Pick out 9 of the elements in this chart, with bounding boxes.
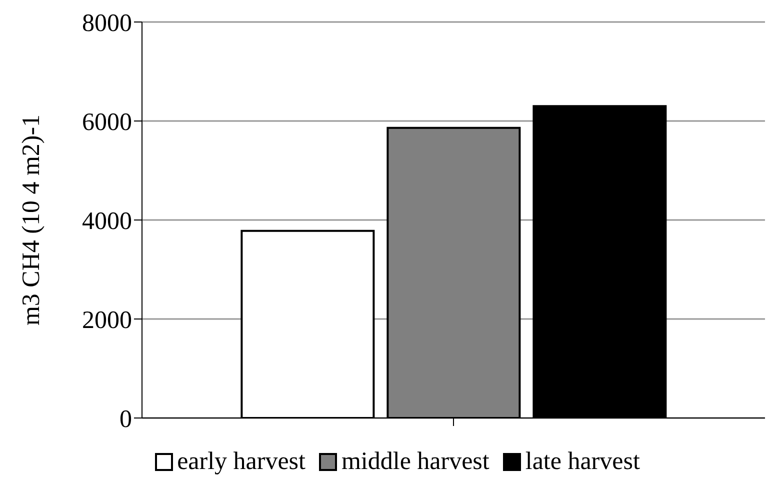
y-tick-label: 2000 <box>82 306 132 334</box>
y-tick-label: 4000 <box>82 208 132 235</box>
y-tick-label: 6000 <box>82 108 132 136</box>
y-axis-title: m3 CH4 (10 4 m2)-1 <box>18 114 45 326</box>
legend-label: late harvest <box>525 448 640 476</box>
legend-label: early harvest <box>177 448 306 476</box>
y-tick-label: 8000 <box>82 10 132 37</box>
y-tick-label: 0 <box>120 406 132 433</box>
legend-label: middle harvest <box>341 448 490 476</box>
